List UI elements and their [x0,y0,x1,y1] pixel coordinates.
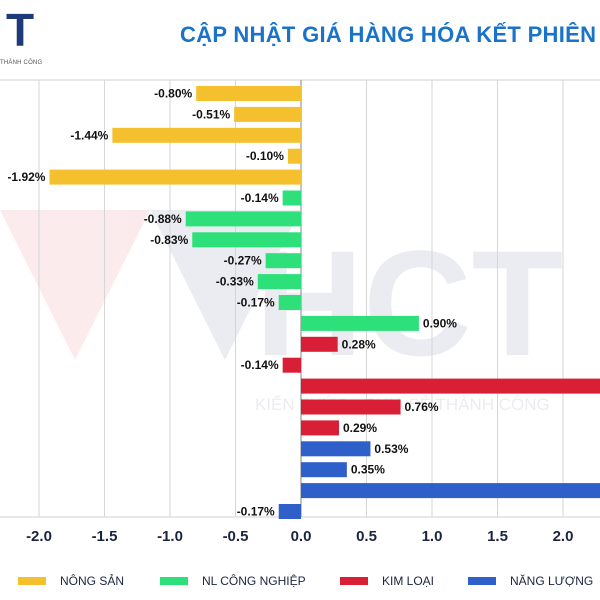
bar-value-label: -0.17% [237,296,275,310]
bar [257,274,301,290]
bar-value-label: 0.76% [405,400,439,414]
bar-value-label: -0.88% [144,212,182,226]
legend-label: NĂNG LƯỢNG [510,574,594,588]
logo-subtitle: THÀNH CÔNG [0,60,43,66]
x-tick-label: 2.0 [553,528,574,545]
bar-chart: HCT KIẾN THỨC • CHIA SẺ THÀNH CÔNG -0.80… [0,79,600,545]
watermark-shape-left [0,210,150,360]
x-tick-label: -1.5 [92,528,118,545]
bar [278,295,301,310]
logo-mark: T [6,4,35,56]
bar-value-label: -0.14% [241,358,279,372]
bar-value-label: -1.92% [7,170,45,184]
legend-item: NL CÔNG NGHIỆP [160,574,306,588]
bar [301,441,371,457]
bar-value-label: -0.17% [237,505,275,519]
bar-value-label: 0.90% [423,316,457,330]
bar [278,504,301,519]
bar [185,211,301,227]
bar-value-label: -0.33% [216,275,254,289]
bar [301,399,401,415]
legend-swatch [18,577,46,585]
bar-value-label: -1.44% [70,128,108,142]
bar [301,483,600,499]
legend-label: NÔNG SẢN [60,574,125,588]
legend-swatch [160,577,188,585]
watermark-shape-right [150,210,300,360]
bar-value-label: -0.14% [241,191,279,205]
legend-swatch [340,577,368,585]
bar [301,462,347,478]
legend-label: KIM LOẠI [382,574,435,588]
bar [301,420,339,436]
x-tick-label: 1.0 [422,528,443,545]
legend-item: NÔNG SẢN [18,574,124,588]
bar [234,106,301,122]
bar-value-label: -0.10% [246,149,284,163]
bar-value-label: -0.80% [154,87,192,101]
legend-swatch [468,577,496,585]
bar [265,253,301,269]
x-tick-label: 0.0 [291,528,312,545]
x-tick-label: 1.5 [487,528,508,545]
bar-value-label: -0.83% [150,233,188,247]
bar [282,190,301,206]
legend: NÔNG SẢN NL CÔNG NGHIỆP KIM LOẠI NĂNG LƯỢNG [0,560,600,600]
bar [196,86,301,101]
x-tick-label: -2.0 [26,528,52,545]
watermark-tagline: KIẾN THỨC • CHIA SẺ THÀNH CÔNG [255,395,550,414]
bar-value-label: 0.35% [351,463,385,477]
logo: T THÀNH CÔNG [0,0,70,82]
x-tick-label: 0.5 [356,528,377,545]
chart-title: CẬP NHẬT GIÁ HÀNG HÓA KẾT PHIÊN [180,22,597,47]
bar [301,336,338,352]
watermark-letters: HCT [255,219,563,387]
x-tick-label: -0.5 [223,528,249,545]
bar-value-label: 0.29% [343,421,377,435]
bar-value-label: -0.51% [192,107,230,121]
bar [112,127,301,143]
legend-item: NĂNG LƯỢNG [468,574,593,588]
bar [192,232,301,248]
bar [49,169,302,185]
bar [287,148,301,164]
bar [301,315,419,331]
bar [301,378,600,394]
x-tick-label: -1.0 [157,528,183,545]
legend-item: KIM LOẠI [340,574,434,588]
bar-value-label: 0.53% [374,442,408,456]
bar-value-label: -0.27% [224,254,262,268]
bar-value-label: 0.28% [342,337,376,351]
bar [282,357,301,373]
legend-label: NL CÔNG NGHIỆP [202,574,306,588]
